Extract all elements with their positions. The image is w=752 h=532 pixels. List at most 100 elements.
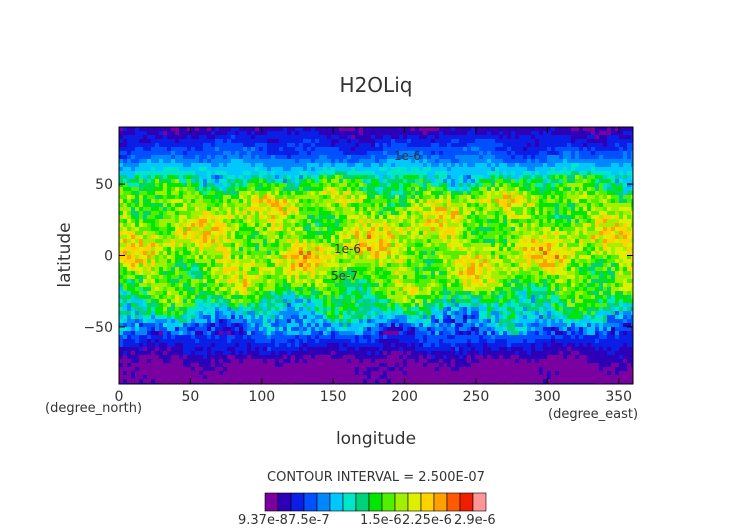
- field-cell: [599, 259, 604, 264]
- field-cell: [183, 135, 188, 140]
- field-cell: [519, 155, 524, 160]
- field-cell: [219, 167, 224, 172]
- field-cell: [507, 147, 512, 152]
- field-cell: [531, 199, 536, 204]
- field-cell: [395, 147, 400, 152]
- field-cell: [307, 207, 312, 212]
- field-cell: [543, 199, 548, 204]
- field-cell: [567, 139, 572, 144]
- field-cell: [515, 255, 520, 260]
- field-cell: [471, 255, 476, 260]
- field-cell: [515, 223, 520, 228]
- field-cell: [627, 183, 632, 188]
- field-cell: [611, 203, 616, 208]
- field-cell: [135, 239, 140, 244]
- field-cell: [395, 187, 400, 192]
- field-cell: [295, 191, 300, 196]
- field-cell: [399, 167, 404, 172]
- field-cell: [219, 223, 224, 228]
- field-cell: [155, 139, 160, 144]
- field-cell: [451, 175, 456, 180]
- field-cell: [543, 159, 548, 164]
- field-cell: [231, 251, 236, 256]
- field-cell: [171, 219, 176, 224]
- field-cell: [199, 151, 204, 156]
- field-cell: [159, 231, 164, 236]
- field-cell: [367, 227, 372, 232]
- field-cell: [347, 151, 352, 156]
- field-cell: [131, 219, 136, 224]
- field-cell: [511, 271, 516, 276]
- field-cell: [547, 215, 552, 220]
- field-cell: [283, 207, 288, 212]
- field-cell: [447, 187, 452, 192]
- field-cell: [251, 187, 256, 192]
- field-cell: [623, 151, 628, 156]
- field-cell: [427, 143, 432, 148]
- field-cell: [435, 127, 440, 132]
- field-cell: [307, 147, 312, 152]
- field-cell: [211, 187, 216, 192]
- field-cell: [295, 231, 300, 236]
- field-cell: [627, 175, 632, 180]
- field-cell: [463, 231, 468, 236]
- field-cell: [215, 215, 220, 220]
- field-cell: [191, 211, 196, 216]
- field-cell: [547, 231, 552, 236]
- field-cell: [535, 151, 540, 156]
- field-cell: [227, 139, 232, 144]
- field-cell: [271, 215, 276, 220]
- field-cell: [431, 259, 436, 264]
- field-cell: [131, 175, 136, 180]
- field-cell: [435, 231, 440, 236]
- field-cell: [179, 243, 184, 248]
- field-cell: [631, 191, 633, 196]
- field-cell: [531, 251, 536, 256]
- field-cell: [455, 231, 460, 236]
- field-cell: [423, 159, 428, 164]
- field-cell: [403, 151, 408, 156]
- field-cell: [295, 227, 300, 232]
- field-cell: [279, 159, 284, 164]
- field-cell: [127, 195, 132, 200]
- field-cell: [443, 227, 448, 232]
- field-cell: [455, 131, 460, 136]
- field-cell: [491, 127, 496, 132]
- field-cell: [395, 211, 400, 216]
- field-cell: [187, 199, 192, 204]
- field-cell: [443, 259, 448, 264]
- field-cell: [219, 195, 224, 200]
- field-cell: [363, 255, 368, 260]
- field-cell: [327, 135, 332, 140]
- field-cell: [631, 267, 633, 272]
- field-cell: [627, 219, 632, 224]
- field-cell: [487, 167, 492, 172]
- field-cell: [171, 247, 176, 252]
- field-cell: [407, 187, 412, 192]
- field-cell: [183, 191, 188, 196]
- field-cell: [255, 227, 260, 232]
- field-cell: [407, 247, 412, 252]
- field-cell: [243, 127, 248, 132]
- field-cell: [375, 223, 380, 228]
- field-cell: [527, 251, 532, 256]
- field-cell: [267, 139, 272, 144]
- field-cell: [455, 275, 460, 280]
- field-cell: [447, 155, 452, 160]
- field-cell: [359, 207, 364, 212]
- field-cell: [531, 135, 536, 140]
- field-cell: [347, 127, 352, 132]
- field-cell: [503, 251, 508, 256]
- field-cell: [435, 235, 440, 240]
- field-cell: [451, 279, 456, 284]
- field-cell: [595, 191, 600, 196]
- field-cell: [135, 191, 140, 196]
- field-cell: [535, 191, 540, 196]
- field-cell: [271, 155, 276, 160]
- field-cell: [367, 191, 372, 196]
- field-cell: [483, 235, 488, 240]
- field-cell: [491, 163, 496, 168]
- field-cell: [239, 263, 244, 268]
- field-cell: [251, 211, 256, 216]
- field-cell: [471, 207, 476, 212]
